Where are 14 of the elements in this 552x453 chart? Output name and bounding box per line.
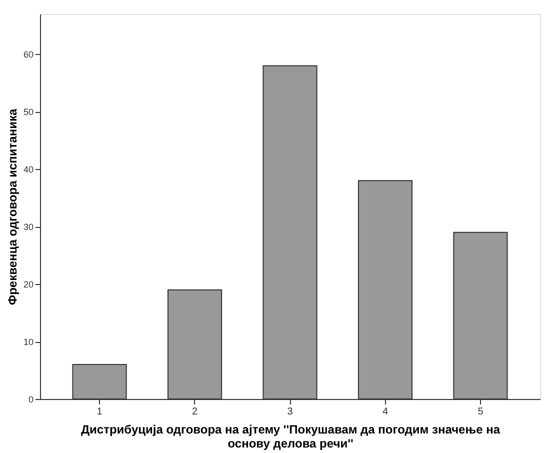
y-tick-label: 10 xyxy=(23,337,34,348)
x-tick-label: 3 xyxy=(287,406,294,418)
y-tick-label: 50 xyxy=(23,107,34,118)
y-tick-label: 30 xyxy=(23,222,34,232)
x-axis-title: Дистрибуција одговора на ајтему ''Покушавам да погодим значење на основу делова речи'' xyxy=(80,422,500,450)
x-tick-label: 2 xyxy=(192,406,198,418)
x-tick-label: 4 xyxy=(382,406,388,418)
y-tick-label: 0 xyxy=(28,394,34,404)
y-axis-title: Фреквенца одговора испитаника xyxy=(5,108,20,306)
y-tick-label: 60 xyxy=(23,50,34,60)
y-tick-label: 20 xyxy=(23,280,34,290)
x-tick-label: 5 xyxy=(478,406,484,418)
y-tick-label: 40 xyxy=(23,164,34,175)
x-tick-label: 1 xyxy=(96,406,103,418)
